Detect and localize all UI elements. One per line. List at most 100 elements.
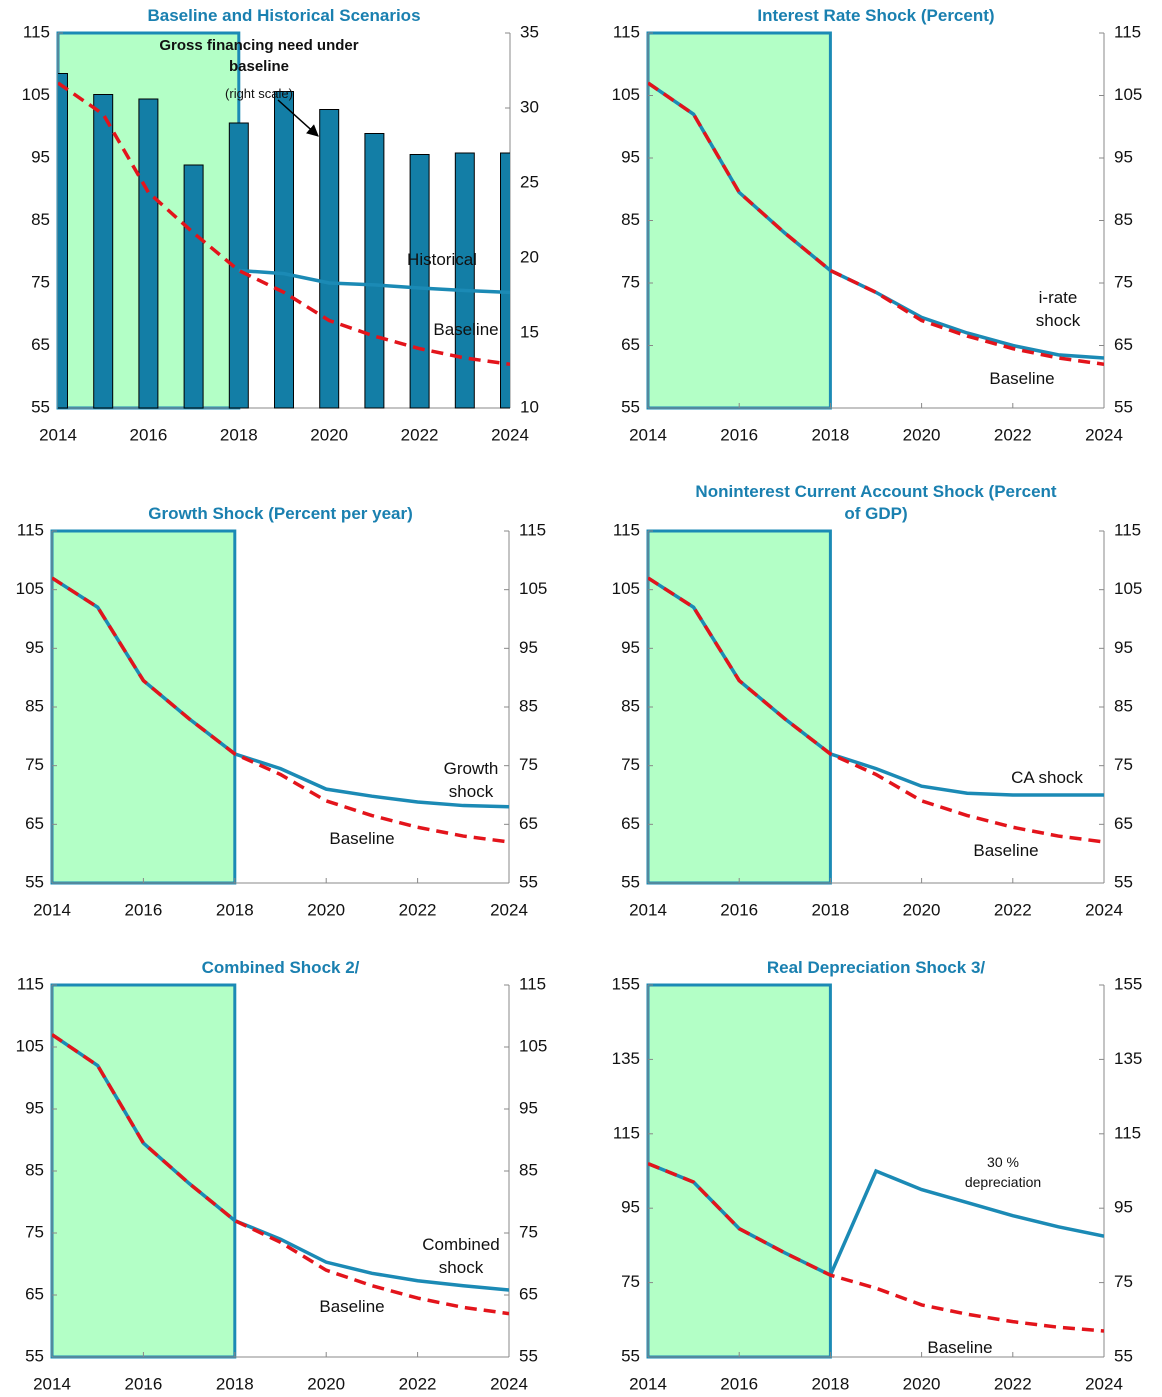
y2-tick-label: 10 [520, 397, 539, 416]
y-tick-label: 75 [25, 755, 44, 774]
y-tick-label: 105 [22, 85, 50, 104]
x-tick-label: 2016 [720, 900, 758, 919]
x-tick-label: 2014 [629, 425, 667, 444]
x-tick-label: 2020 [307, 1374, 345, 1393]
x-tick-label: 2018 [216, 900, 254, 919]
x-tick-label: 2024 [1085, 425, 1123, 444]
y2-tick-label: 115 [1114, 1123, 1141, 1142]
x-tick-label: 2022 [994, 900, 1032, 919]
shaded-period [646, 983, 832, 1359]
y2-tick-label: 115 [1114, 520, 1141, 539]
shaded-period [50, 529, 237, 885]
y-tick-label: 95 [25, 638, 44, 657]
x-tick-label: 2024 [491, 425, 529, 444]
y2-tick-label: 115 [1114, 22, 1141, 41]
y-tick-label: 95 [621, 147, 640, 166]
y2-tick-label: 85 [519, 1160, 538, 1179]
y2-tick-label: 75 [1114, 272, 1133, 291]
line-series [648, 576, 1104, 844]
x-tick-label: 2024 [1085, 1374, 1123, 1393]
y-tick-label: 85 [621, 210, 640, 229]
y-tick-label: 75 [621, 1272, 640, 1291]
x-tick-label: 2014 [33, 900, 71, 919]
y2-tick-label: 105 [519, 1036, 547, 1055]
y2-tick-label: 85 [1114, 696, 1133, 715]
chart-title: Combined Shock 2/ [201, 958, 360, 977]
x-tick-label: 2014 [629, 1374, 667, 1393]
line-series [52, 1033, 509, 1316]
y-tick-label: 105 [16, 579, 44, 598]
bar [228, 122, 249, 409]
series-label: Growth shock [443, 759, 499, 801]
chart-title: Baseline and Historical Scenarios [147, 6, 421, 25]
x-tick-label: 2016 [129, 425, 167, 444]
y2-tick-label: 75 [519, 755, 538, 774]
y-tick-label: 65 [25, 814, 44, 833]
panel: 55 65 75 85 95 105 115 55 65 75 85 95 105 115 2014 2016… [612, 22, 1143, 444]
y2-tick-label: 25 [520, 172, 539, 191]
x-tick-label: 2022 [994, 425, 1032, 444]
x-tick-label: 2020 [307, 900, 345, 919]
x-tick-label: 2022 [399, 900, 437, 919]
chart-title: Growth Shock (Percent per year) [148, 504, 413, 523]
y2-tick-label: 65 [519, 814, 538, 833]
bar [500, 152, 510, 409]
shaded-period [646, 31, 832, 410]
x-tick-label: 2022 [994, 1374, 1032, 1393]
y-tick-label: 65 [621, 814, 640, 833]
chart-title: Interest Rate Shock (Percent) [757, 6, 995, 25]
y-tick-label: 65 [31, 335, 50, 354]
y-tick-label: 55 [25, 872, 44, 891]
bar [364, 133, 385, 409]
plot-marks [648, 81, 1104, 366]
bar [454, 152, 475, 409]
x-tick-label: 2018 [811, 900, 849, 919]
x-tick-label: 2020 [903, 1374, 941, 1393]
x-tick-label: 2024 [490, 1374, 528, 1393]
y2-tick-label: 105 [519, 579, 547, 598]
series-label: Gross financing need under baseline [159, 37, 359, 75]
line-series [52, 576, 509, 844]
series-label: Baseline [329, 829, 395, 848]
shaded-period [646, 529, 832, 885]
y2-tick-label: 55 [1114, 397, 1133, 416]
plot-marks [648, 576, 1104, 844]
y-tick-label: 85 [25, 696, 44, 715]
chart-title: Noninterest Current Account Shock (Perce… [695, 482, 1057, 523]
x-tick-label: 2022 [399, 1374, 437, 1393]
y-tick-label: 95 [621, 1198, 640, 1217]
bar [183, 164, 204, 409]
y2-tick-label: 15 [520, 322, 539, 341]
y-tick-label: 115 [613, 520, 640, 539]
panel: 55 65 75 85 95 105 115 10 15 20 25 30 35 2014 2016 2018… [22, 22, 539, 444]
series-label: Baseline [927, 1338, 993, 1357]
y2-tick-label: 85 [1114, 210, 1133, 229]
y-tick-label: 85 [25, 1160, 44, 1179]
y2-tick-label: 65 [1114, 814, 1133, 833]
y-tick-label: 85 [31, 210, 50, 229]
y2-tick-label: 20 [520, 247, 539, 266]
y-tick-label: 105 [612, 85, 640, 104]
line-series [238, 268, 510, 295]
x-tick-label: 2024 [490, 900, 528, 919]
y2-tick-label: 85 [519, 696, 538, 715]
y2-tick-label: 55 [1114, 1346, 1133, 1365]
series-label: Baseline [989, 369, 1055, 388]
series-label: Combined shock [422, 1235, 500, 1277]
y2-tick-label: 115 [519, 520, 546, 539]
bar [138, 98, 159, 409]
x-tick-label: 2020 [903, 425, 941, 444]
y-tick-label: 55 [621, 872, 640, 891]
series-label: Baseline [319, 1297, 385, 1316]
y2-tick-label: 95 [1114, 147, 1133, 166]
panel: 55 65 75 85 95 105 115 55 65 75 85 95 105 115 2014 2016… [16, 520, 548, 919]
series-label: 30 % depreciation [964, 1154, 1042, 1190]
y2-tick-label: 55 [519, 872, 538, 891]
x-tick-label: 2018 [220, 425, 258, 444]
y-tick-label: 115 [17, 974, 44, 993]
y-tick-label: 105 [612, 579, 640, 598]
y-tick-label: 155 [612, 974, 640, 993]
panel: 55 65 75 85 95 105 115 55 65 75 85 95 105 115 2014 2016… [16, 974, 548, 1393]
y2-tick-label: 105 [1114, 579, 1142, 598]
